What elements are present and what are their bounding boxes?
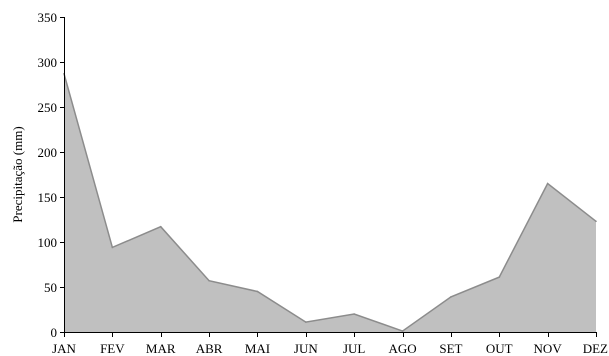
x-tick-label-jul: JUL bbox=[343, 341, 365, 356]
data-point-fev bbox=[111, 246, 114, 249]
x-tick-label-out: OUT bbox=[486, 341, 513, 356]
data-point-out bbox=[498, 276, 501, 278]
precipitation-area bbox=[64, 73, 596, 332]
y-tick-label: 350 bbox=[38, 10, 58, 25]
y-tick-label: 250 bbox=[38, 100, 58, 115]
y-axis-title: Precipitação (mm) bbox=[10, 126, 25, 222]
data-point-ago bbox=[401, 330, 404, 332]
data-point-jun bbox=[305, 321, 307, 323]
precipitation-series-line bbox=[63, 73, 597, 332]
x-tick-label-mar: MAR bbox=[146, 341, 176, 356]
plot-area bbox=[63, 72, 597, 332]
y-tick-label: 100 bbox=[38, 235, 58, 250]
x-tick-label-jun: JUN bbox=[294, 341, 318, 356]
data-point-dez bbox=[595, 220, 597, 223]
x-tick-label-nov: NOV bbox=[534, 341, 563, 356]
x-tick-label-dez: DEZ bbox=[583, 341, 608, 356]
y-tick-label: 50 bbox=[44, 280, 57, 295]
data-point-mar bbox=[159, 225, 162, 228]
x-tick-label-jan: JAN bbox=[52, 341, 76, 356]
y-tick-label: 300 bbox=[38, 55, 58, 70]
y-tick-label: 0 bbox=[51, 325, 58, 340]
x-tick-label-mai: MAI bbox=[245, 341, 270, 356]
y-axis-ticks: 0 50 100 150 200 250 300 350 bbox=[38, 10, 64, 340]
x-tick-label-fev: FEV bbox=[100, 341, 125, 356]
data-point-set bbox=[450, 296, 452, 298]
y-tick-label: 150 bbox=[38, 190, 58, 205]
x-axis-ticks: JAN FEV MAR ABR MAI JUN JUL AGO SET OUT NOV DEZ bbox=[52, 332, 608, 356]
data-point-jul bbox=[353, 313, 355, 315]
x-tick-label-ago: AGO bbox=[388, 341, 416, 356]
y-tick-label: 200 bbox=[38, 145, 58, 160]
data-point-nov bbox=[546, 182, 549, 185]
data-point-abr bbox=[208, 279, 210, 282]
data-point-mai bbox=[256, 290, 259, 293]
x-tick-label-abr: ABR bbox=[196, 341, 223, 356]
x-tick-label-set: SET bbox=[439, 341, 462, 356]
